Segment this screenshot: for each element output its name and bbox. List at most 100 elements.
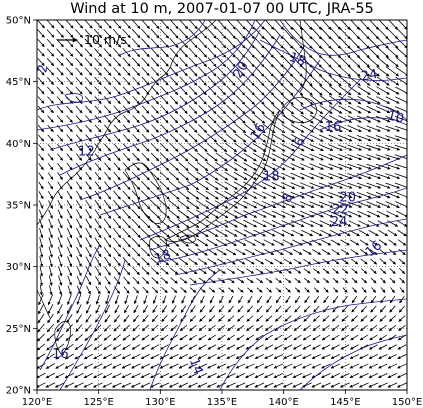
- wind-arrow: [47, 172, 54, 180]
- wind-arrow: [39, 228, 44, 239]
- wind-arrow: [367, 210, 381, 218]
- wind-arrow: [48, 209, 53, 219]
- wind-arrow: [328, 134, 343, 142]
- wind-arrow: [254, 95, 265, 105]
- wind-arrow: [337, 154, 353, 161]
- wind-arrow: [368, 229, 379, 237]
- wind-arrow: [122, 181, 131, 191]
- wind-arrow: [151, 114, 159, 124]
- wind-arrow: [196, 162, 209, 171]
- wind-arrow: [198, 57, 207, 67]
- wind-arrow: [215, 171, 229, 181]
- wind-arrow: [319, 105, 333, 114]
- wind-arrow: [94, 218, 102, 229]
- wind-arrow: [94, 227, 102, 239]
- wind-arrow: [47, 162, 54, 171]
- wind-arrow: [300, 143, 315, 152]
- wind-arrow: [149, 199, 161, 210]
- x-tick-label: 135°E: [207, 397, 237, 408]
- wind-arrow: [150, 57, 160, 67]
- wind-arrow: [243, 162, 257, 171]
- wind-arrow: [140, 218, 151, 229]
- wind-arrow: [48, 190, 53, 200]
- wind-arrow: [328, 153, 343, 161]
- wind-arrow: [122, 20, 131, 29]
- wind-arrow: [375, 154, 391, 161]
- wind-arrow: [282, 75, 294, 87]
- wind-arrow: [243, 191, 258, 199]
- wind-arrow: [282, 104, 295, 115]
- wind-arrow: [122, 57, 131, 67]
- wind-arrow: [224, 229, 238, 237]
- wind-arrow: [252, 219, 267, 228]
- wind-arrow: [205, 209, 219, 219]
- wind-arrow: [75, 153, 83, 161]
- y-tick-label: 25°N: [6, 324, 31, 335]
- wind-arrow: [320, 37, 332, 49]
- wind-arrow: [84, 76, 93, 86]
- wind-arrow: [178, 28, 189, 39]
- wind-arrow: [113, 190, 121, 200]
- wind-arrow: [112, 48, 122, 58]
- wind-arrow: [93, 20, 103, 29]
- wind-arrow: [253, 229, 266, 237]
- wind-arrow: [76, 218, 82, 229]
- wind-arrow: [385, 125, 401, 132]
- wind-arrow: [122, 28, 131, 39]
- wind-arrow: [385, 182, 401, 189]
- wind-arrow: [309, 114, 324, 124]
- wind-arrow: [57, 227, 63, 239]
- wind-arrow: [357, 210, 371, 218]
- wind-arrow: [160, 76, 169, 86]
- wind-arrow: [347, 125, 362, 132]
- wind-arrow: [320, 46, 332, 59]
- wind-arrow: [76, 200, 82, 210]
- wind-arrow: [329, 56, 342, 68]
- wind-arrow: [188, 124, 198, 133]
- wind-arrow: [113, 115, 121, 124]
- wind-arrow: [38, 144, 44, 152]
- wind-arrow: [207, 47, 217, 58]
- wind-arrow: [197, 28, 208, 39]
- wind-arrow: [243, 172, 258, 180]
- wind-arrow: [186, 219, 200, 228]
- wind-arrow: [112, 28, 122, 39]
- wind-arrow: [366, 163, 382, 170]
- wind-arrow: [217, 20, 227, 30]
- wind-arrow: [356, 125, 372, 132]
- wind-arrow: [104, 171, 111, 181]
- wind-arrow: [122, 190, 131, 200]
- wind-arrow: [151, 124, 159, 133]
- wind-arrow: [46, 29, 55, 38]
- wind-arrow: [103, 67, 112, 76]
- wind-arrow: [262, 162, 277, 171]
- wind-arrow: [262, 200, 277, 209]
- x-tick-label: 125°E: [83, 397, 113, 408]
- wind-arrow: [395, 86, 407, 95]
- wind-arrow: [245, 95, 255, 105]
- y-axis: 20°N 25°N 30°N 35°N 40°N 45°N 50°N: [6, 16, 37, 397]
- wind-arrow: [188, 38, 198, 49]
- wind-arrow: [367, 66, 380, 77]
- wind-arrow: [56, 105, 64, 114]
- wind-arrow: [122, 209, 131, 219]
- wind-arrow: [207, 95, 217, 105]
- wind-arrow: [151, 76, 160, 86]
- wind-arrow: [245, 47, 255, 58]
- wind-arrow: [328, 210, 343, 218]
- wind-arrow: [243, 219, 258, 228]
- wind-arrow: [375, 173, 391, 180]
- wind-arrow: [159, 190, 170, 200]
- wind-arrow: [75, 77, 83, 86]
- wind-arrow: [233, 200, 248, 209]
- wind-arrow: [56, 86, 64, 95]
- wind-arrow: [244, 114, 256, 124]
- wind-arrow: [310, 95, 323, 105]
- wind-arrow: [85, 209, 92, 220]
- wind-arrow: [347, 191, 363, 199]
- wind-arrow: [375, 115, 391, 123]
- wind-arrow: [132, 134, 140, 143]
- wind-arrow: [149, 209, 161, 219]
- wind-arrow: [94, 237, 102, 248]
- wind-arrow: [168, 218, 180, 229]
